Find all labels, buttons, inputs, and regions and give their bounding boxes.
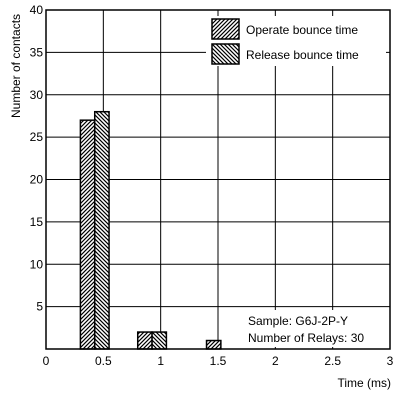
annotations: Sample: G6J-2P-Y Number of Relays: 30 <box>245 310 387 347</box>
legend: Operate bounce time Release bounce time <box>206 16 386 66</box>
bar-series-2 <box>151 331 168 350</box>
annotation-line: Sample: G6J-2P-Y <box>248 314 348 328</box>
x-tick-label: 2.5 <box>324 354 341 368</box>
plot-frame <box>45 9 391 350</box>
x-tick-label: 1 <box>157 354 164 368</box>
legend-swatch <box>211 43 240 65</box>
bar-series-1 <box>79 119 96 350</box>
legend-swatch <box>211 18 240 40</box>
y-tick-label: 20 <box>30 173 44 187</box>
legend-label: Release bounce time <box>246 48 359 62</box>
y-tick-label: 30 <box>30 88 44 102</box>
y-tick-label: 25 <box>30 130 44 144</box>
y-tick-label: 5 <box>36 300 43 314</box>
y-tick-label: 35 <box>30 45 44 59</box>
y-axis-title: Number of contacts <box>9 14 23 118</box>
x-tick-label: 2 <box>272 354 279 368</box>
y-tick-labels: 5 10 15 20 25 30 35 40 <box>30 3 44 314</box>
annotation-line: Number of Relays: 30 <box>248 331 364 345</box>
bar-series-2 <box>93 110 110 350</box>
y-tick-label: 10 <box>30 257 44 271</box>
x-tick-label: 1.5 <box>210 354 227 368</box>
x-tick-label: 3 <box>387 354 394 368</box>
annotation-background <box>245 310 387 347</box>
x-tick-label: 0 <box>43 354 50 368</box>
x-tick-labels: 0 0.5 1 1.5 2 2.5 3 <box>43 354 394 368</box>
y-tick-label: 40 <box>30 3 44 17</box>
bar-series-1 <box>205 339 222 350</box>
legend-label: Operate bounce time <box>246 23 358 37</box>
x-tick-label: 0.5 <box>95 354 112 368</box>
bar-series-1 <box>136 331 153 350</box>
bars <box>79 110 222 350</box>
y-tick-label: 15 <box>30 215 44 229</box>
x-axis-title: Time (ms) <box>337 376 391 390</box>
